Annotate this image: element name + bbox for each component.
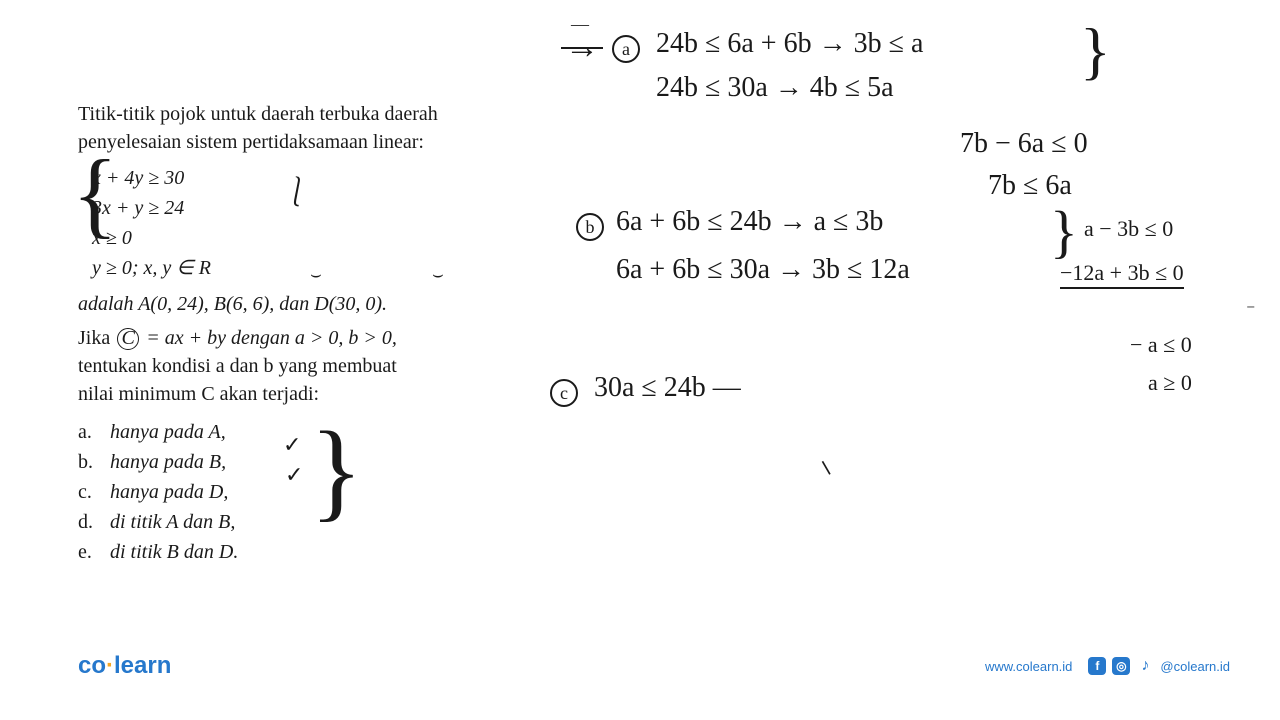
facebook-icon: f: [1088, 657, 1106, 675]
condition-line3: nilai minimum C akan terjadi:: [78, 380, 518, 408]
condition-line2: tentukan kondisi a dan b yang membuat: [78, 352, 518, 380]
tiktok-icon: ♪: [1136, 657, 1154, 675]
footer: co·learn www.colearn.id f ◎ ♪ @colearn.i…: [78, 652, 1230, 680]
hw-a-line3: 7b − 6a ≤ 0: [960, 128, 1088, 160]
hw-a-line1: 24b ≤ 6a + 6b → 3b ≤ a: [656, 28, 923, 60]
brace-left-icon: {: [72, 164, 118, 224]
logo: co·learn: [78, 652, 171, 680]
hw-b-marker: b: [576, 210, 604, 241]
social-icons: f ◎ ♪ @colearn.id: [1088, 657, 1230, 675]
option-e: e. di titik B dan D.: [78, 538, 518, 566]
hw-tick-1: ⌣: [310, 264, 322, 285]
hw-stray-mark: ⎯: [809, 452, 846, 482]
problem-line2: penyelesaian sistem pertidaksamaan linea…: [78, 128, 518, 156]
hw-c-line1: 30a ≤ 24b —: [594, 372, 741, 404]
options-brace-icon: }: [310, 430, 363, 511]
hw-top-strike: → —: [565, 28, 599, 67]
hw-b-line1: 6a + 6b ≤ 24b → a ≤ 3b: [616, 206, 883, 238]
footer-handle: @colearn.id: [1160, 659, 1230, 674]
points-line: adalah A(0, 24), B(6, 6), dan D(30, 0).: [78, 290, 518, 318]
constraint-4: y ≥ 0; x, y ∈ R: [92, 254, 518, 282]
circled-c: C: [117, 328, 139, 350]
hw-a-marker: a: [612, 32, 640, 63]
hw-minus-sign: ⁻: [1246, 300, 1256, 321]
footer-url: www.colearn.id: [985, 659, 1072, 674]
hw-brace-a-icon: }: [1080, 30, 1111, 72]
logo-dot: ·: [106, 652, 114, 679]
hw-b-side4: a ≥ 0: [1148, 370, 1192, 395]
check-b: ✓: [285, 462, 303, 488]
hw-b-side3: − a ≤ 0: [1130, 332, 1192, 357]
option-d: d. di titik A dan B,: [78, 508, 518, 536]
condition-block: Jika C = ax + by dengan a > 0, b > 0,: [78, 324, 518, 352]
footer-right: www.colearn.id f ◎ ♪ @colearn.id: [985, 657, 1230, 675]
hw-b-line2: 6a + 6b ≤ 30a → 3b ≤ 12a: [616, 254, 910, 286]
constraint-3: x ≥ 0: [92, 224, 518, 252]
hw-brace-b-icon: }: [1050, 212, 1078, 253]
logo-learn: learn: [114, 652, 171, 679]
problem-line1: Titik-titik pojok untuk daerah terbuka d…: [78, 100, 518, 128]
check-a: ✓: [283, 432, 301, 458]
hw-b-side1: a − 3b ≤ 0: [1084, 216, 1173, 241]
hw-a-line4: 7b ≤ 6a: [988, 170, 1072, 202]
hw-b-side2: −12a + 3b ≤ 0: [1060, 260, 1184, 285]
instagram-icon: ◎: [1112, 657, 1130, 675]
logo-co: co: [78, 652, 106, 679]
hw-c-marker: c: [550, 376, 578, 407]
hw-tick-2: ⌣: [432, 264, 444, 285]
hw-a-line2: 24b ≤ 30a → 4b ≤ 5a: [656, 72, 894, 104]
